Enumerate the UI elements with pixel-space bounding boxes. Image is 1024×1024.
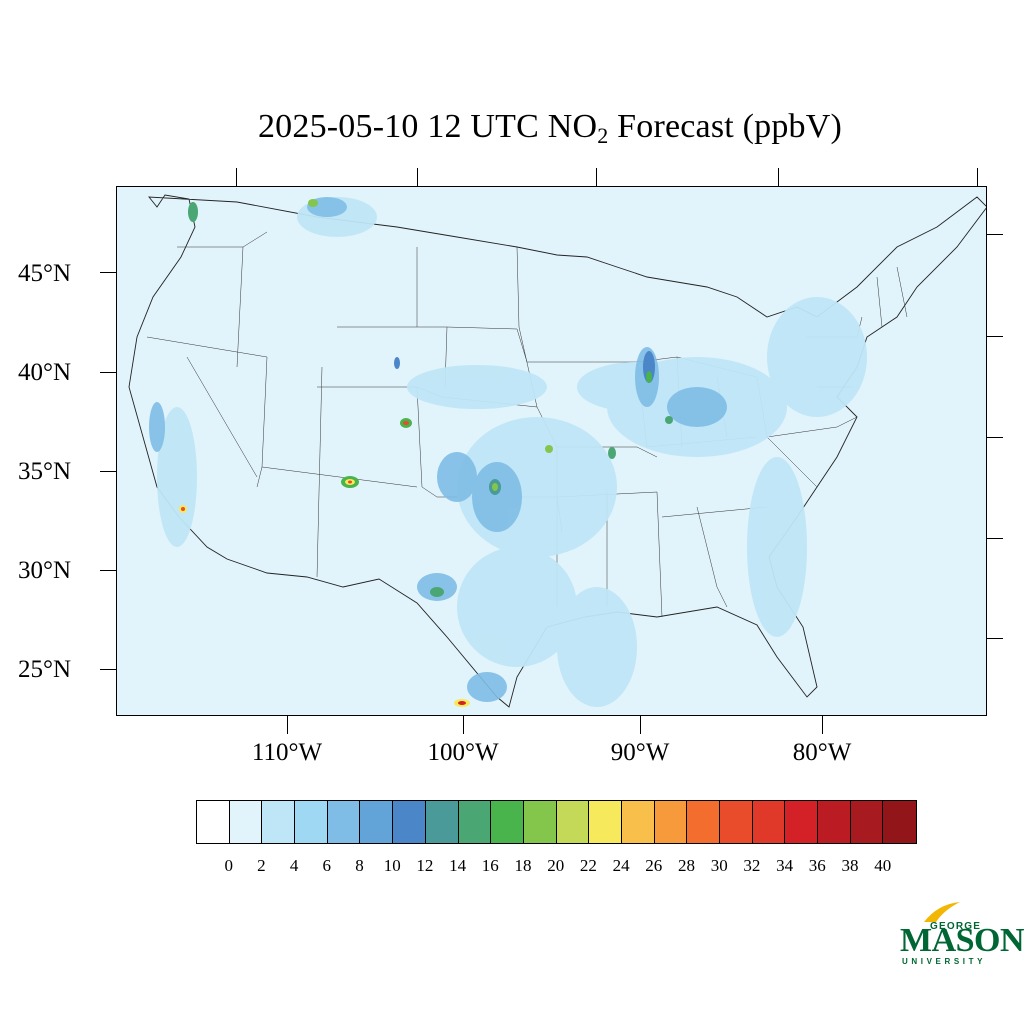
- logo-flame-icon: [924, 902, 960, 922]
- top-tick: [778, 168, 779, 186]
- colorbar-label: 18: [514, 856, 532, 875]
- colorbar-swatch: [589, 801, 622, 843]
- logo-line3: UNIVERSITY: [902, 957, 987, 966]
- colorbar-swatch: [393, 801, 426, 843]
- colorbar-label: 8: [355, 856, 364, 875]
- map-title: 2025-05-10 12 UTC NO2 Forecast (ppbV): [0, 108, 1024, 149]
- left-tick: [100, 570, 116, 571]
- colorbar-swatch: [785, 801, 819, 843]
- colorbar-label: 28: [678, 856, 695, 875]
- colorbar-swatch: [818, 801, 851, 843]
- bottom-tick: [287, 716, 288, 734]
- colorbar-label: 40: [874, 856, 892, 875]
- colorbar-label: 36: [808, 856, 826, 875]
- top-tick: [236, 168, 237, 186]
- colorbar-swatch: [850, 801, 884, 843]
- title-suffix: Forecast (ppbV): [608, 108, 843, 145]
- lat-label: 25°N: [18, 656, 72, 683]
- colorbar-swatch: [295, 801, 328, 843]
- colorbar-label: 20: [547, 856, 565, 875]
- colorbar-swatch: [360, 801, 394, 843]
- colorbar-label: 4: [289, 856, 299, 875]
- top-tick: [596, 168, 597, 186]
- colorbar-swatch: [327, 801, 361, 843]
- colorbar-swatch: [229, 801, 263, 843]
- logo-line2: MASON: [900, 922, 1024, 959]
- colorbar-label: 14: [449, 856, 467, 875]
- colorbar-swatch: [458, 801, 492, 843]
- colorbar-label: 38: [841, 856, 859, 875]
- lon-label: 90°W: [610, 739, 670, 766]
- right-tick: [987, 437, 1003, 438]
- colorbar-label: 34: [776, 856, 794, 875]
- right-tick: [987, 234, 1003, 235]
- colorbar-swatch: [197, 801, 230, 843]
- colorbar-swatch: [425, 801, 459, 843]
- lon-label: 100°W: [427, 739, 499, 766]
- colorbar-swatch: [720, 801, 753, 843]
- us-map: [128, 194, 986, 708]
- right-tick: [987, 538, 1003, 539]
- colorbar-label: 6: [322, 856, 332, 875]
- colorbar-swatch: [556, 801, 590, 843]
- colorbar-swatch: [491, 801, 524, 843]
- left-tick: [100, 669, 116, 670]
- colorbar-swatch: [687, 801, 720, 843]
- colorbar-swatch: [262, 801, 296, 843]
- colorbar-swatch: [621, 801, 655, 843]
- colorbar-swatch: [883, 801, 917, 843]
- colorbar-label: 0: [224, 856, 233, 875]
- lat-label: 45°N: [18, 260, 72, 287]
- right-tick: [987, 336, 1003, 337]
- logo-line1: GEORGE: [930, 921, 982, 932]
- colorbar-swatch: [523, 801, 557, 843]
- right-tick: [987, 638, 1003, 639]
- left-tick: [100, 272, 116, 273]
- colorbar: [196, 800, 918, 844]
- lat-label: 35°N: [18, 458, 72, 485]
- colorbar-label: 10: [383, 856, 401, 875]
- colorbar-label: 30: [710, 856, 728, 875]
- colorbar-label: 12: [416, 856, 434, 875]
- lon-label: 110°W: [251, 739, 323, 766]
- title-prefix: 2025-05-10 12 UTC NO: [257, 108, 598, 145]
- left-tick: [100, 471, 116, 472]
- top-tick: [977, 168, 978, 186]
- left-tick: [100, 372, 116, 373]
- colorbar-label: 2: [257, 856, 266, 875]
- lat-label: 30°N: [18, 557, 72, 584]
- title-subscript: 2: [597, 123, 609, 148]
- colorbar-label: 16: [481, 856, 499, 875]
- colorbar-label: 22: [579, 856, 597, 875]
- colorbar-label: 24: [612, 856, 630, 875]
- no2-hotspots: [179, 199, 673, 707]
- bottom-tick: [640, 716, 641, 734]
- bottom-tick: [822, 716, 823, 734]
- colorbar-swatch: [654, 801, 688, 843]
- map-panel: [116, 186, 987, 716]
- bottom-tick: [463, 716, 464, 734]
- lat-label: 40°N: [18, 359, 72, 386]
- colorbar-swatch: [752, 801, 786, 843]
- colorbar-label: 32: [743, 856, 761, 875]
- top-tick: [417, 168, 418, 186]
- gmu-logo: GEORGE MASON UNIVERSITY: [896, 900, 1024, 970]
- lon-label: 80°W: [792, 739, 852, 766]
- colorbar-label: 26: [645, 856, 663, 875]
